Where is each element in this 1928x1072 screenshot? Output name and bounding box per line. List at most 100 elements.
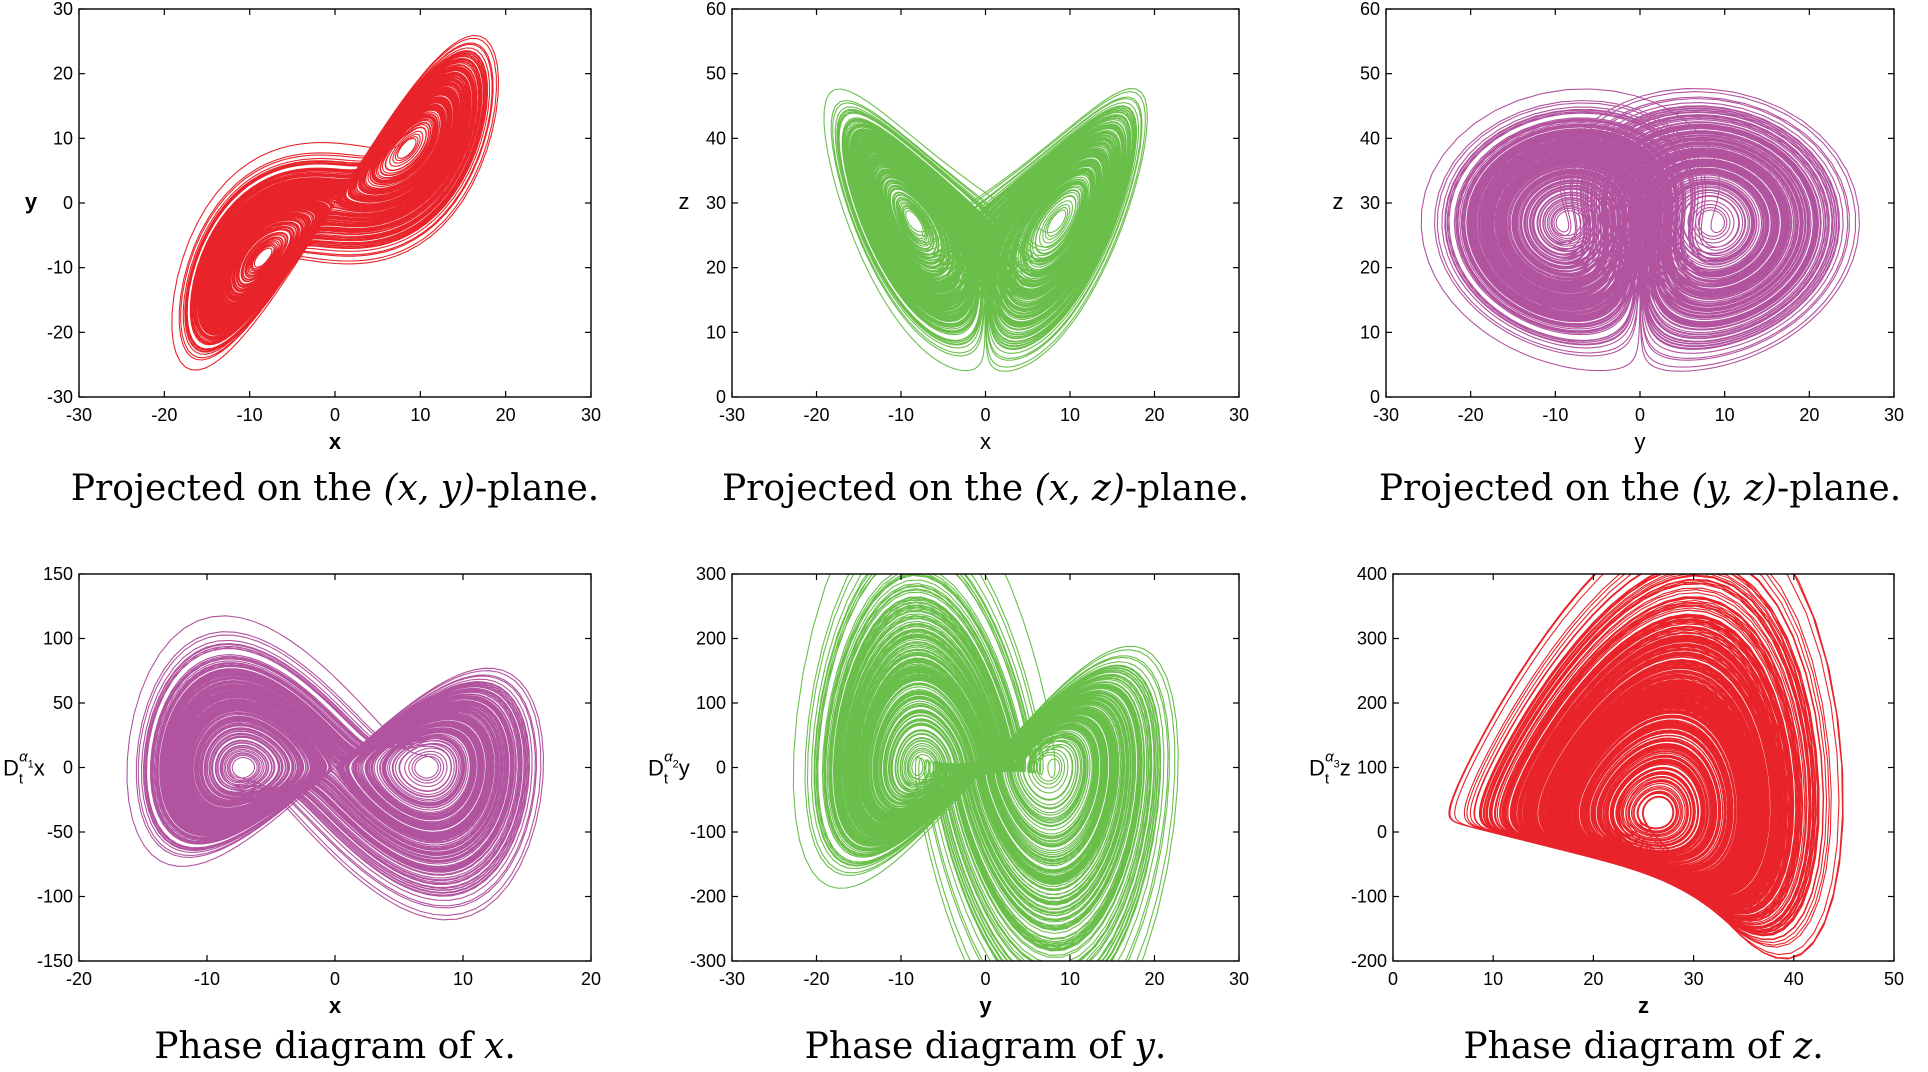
y-label-sup: α [19, 749, 28, 766]
x-tick-label: 20 [581, 969, 601, 989]
y-tick-label: 200 [1357, 693, 1387, 713]
x-tick-label: -20 [66, 969, 92, 989]
y-tick-label: -50 [47, 822, 73, 842]
y-tick-label: -150 [37, 951, 73, 971]
y-tick-label: -200 [1351, 951, 1387, 971]
series-line-phase [1448, 574, 1844, 960]
panel-caption: Projected on the (x, z)-plane. [722, 468, 1249, 509]
caption-suffix: -plane. [1777, 468, 1901, 509]
y-tick-label: 60 [1360, 0, 1380, 19]
panel-caption: Projected on the (y, z)-plane. [1379, 468, 1901, 509]
x-tick-label: 30 [1884, 405, 1904, 425]
x-tick-label: -10 [194, 969, 220, 989]
caption-math: z [1792, 1026, 1813, 1067]
x-tick-label: 10 [453, 969, 473, 989]
x-tick-label: -10 [888, 405, 914, 425]
x-tick-label: 20 [1144, 405, 1164, 425]
y-label-sup: α [1325, 749, 1334, 766]
y-label-sup: α [664, 749, 673, 766]
x-axis-label: x [329, 993, 342, 1018]
y-tick-label: 0 [1377, 822, 1387, 842]
x-tick-label: -30 [719, 969, 745, 989]
x-tick-label: 50 [1884, 969, 1904, 989]
x-tick-label: 0 [1388, 969, 1398, 989]
caption-suffix: . [504, 1026, 515, 1067]
y-label-var: x [34, 756, 45, 781]
y-tick-label: 10 [53, 128, 73, 148]
y-tick-label: -200 [690, 887, 726, 907]
caption-suffix: . [1155, 1026, 1166, 1067]
series-line-trajectory [171, 34, 500, 371]
x-tick-label: 30 [581, 405, 601, 425]
x-tick-label: -10 [1542, 405, 1568, 425]
y-axis-label: Dtα1x [3, 749, 45, 788]
y-label-supsub: 3 [1334, 759, 1340, 771]
x-tick-label: 10 [1715, 405, 1735, 425]
y-tick-label: 0 [716, 758, 726, 778]
y-tick-label: 10 [706, 322, 726, 342]
y-tick-label: 20 [706, 258, 726, 278]
y-label-sub: t [19, 771, 24, 788]
y-label-sub: t [1325, 771, 1330, 788]
panel-caption: Phase diagram of x. [154, 1026, 516, 1067]
caption-math: (x, z) [1035, 468, 1125, 509]
chart-panel-5: -30 -20 -10 0 10 20 30-300-200-1000100200300yD… [648, 564, 1249, 1067]
x-axis-label: z [1638, 993, 1649, 1018]
caption-prefix: Projected on the [1379, 468, 1692, 509]
x-tick-label: 10 [1483, 969, 1503, 989]
panel-caption: Projected on the (x, y)-plane. [71, 468, 599, 509]
chart-panel-3: -30 -20 -10 0 10 20 30 0 10 20 30 40 50 60 y z Projected… [1333, 0, 1905, 509]
y-tick-label: 0 [63, 193, 73, 213]
chart-panel-4: -20 -10 0 10 20-150-100-50050100150xDtα1xPha… [3, 564, 601, 1067]
y-label-var: y [679, 756, 690, 781]
y-tick-label: 20 [53, 64, 73, 84]
x-tick-label: 10 [1060, 969, 1080, 989]
x-tick-label: -30 [1373, 405, 1399, 425]
y-tick-label: 150 [43, 564, 73, 584]
x-tick-label: 0 [1635, 405, 1645, 425]
y-tick-label: -30 [47, 387, 73, 407]
y-label-base: D [648, 756, 664, 781]
y-tick-label: 100 [43, 629, 73, 649]
series-line-phase [792, 574, 1179, 961]
y-tick-label: -20 [47, 322, 73, 342]
x-tick-label: 20 [1583, 969, 1603, 989]
y-tick-label: -100 [1351, 887, 1387, 907]
y-axis-label: Dtα3z [1309, 749, 1351, 788]
series-line-trajectory [823, 88, 1148, 372]
y-label-base: D [3, 756, 19, 781]
x-tick-label: -10 [888, 969, 914, 989]
y-label-supsub: 1 [28, 759, 34, 771]
y-tick-label: 0 [63, 758, 73, 778]
x-tick-label: -20 [151, 405, 177, 425]
panels-group: -30 -20 -10 0 10 20 30-30-20-100102030xyProjec… [3, 0, 1904, 1067]
x-tick-label: 40 [1784, 969, 1804, 989]
caption-suffix: . [1812, 1026, 1823, 1067]
x-tick-label: -30 [66, 405, 92, 425]
panel-caption: Phase diagram of z. [1463, 1026, 1823, 1067]
y-label-sub: t [664, 771, 669, 788]
x-tick-label: 20 [1799, 405, 1819, 425]
y-tick-label: 100 [696, 693, 726, 713]
x-tick-label: 20 [1144, 969, 1164, 989]
x-tick-label: 0 [980, 969, 990, 989]
x-tick-label: 0 [980, 405, 990, 425]
x-axis-label: x [329, 429, 342, 454]
y-tick-label: 30 [53, 0, 73, 19]
y-tick-label: 0 [716, 387, 726, 407]
x-tick-label: 0 [330, 969, 340, 989]
y-tick-label: -300 [690, 951, 726, 971]
y-label-base: D [1309, 756, 1325, 781]
y-tick-label: 50 [1360, 64, 1380, 84]
caption-prefix: Phase diagram of [154, 1026, 484, 1067]
caption-suffix: -plane. [1125, 468, 1249, 509]
chart-panel-1: -30 -20 -10 0 10 20 30 -30 -20 -10 0 10 20 30 x y Projec… [25, 0, 601, 509]
y-tick-label: 50 [53, 693, 73, 713]
y-axis-label: y [25, 189, 38, 214]
y-tick-label: 400 [1357, 564, 1387, 584]
x-axis-label: y [979, 993, 992, 1018]
panel-caption: Phase diagram of y. [805, 1026, 1167, 1067]
caption-prefix: Phase diagram of [805, 1026, 1135, 1067]
y-tick-label: 20 [1360, 258, 1380, 278]
chart-panel-2: -30 -20 -10 0 10 20 30 0 10 20 30 40 50 60 x z Projected… [679, 0, 1250, 509]
